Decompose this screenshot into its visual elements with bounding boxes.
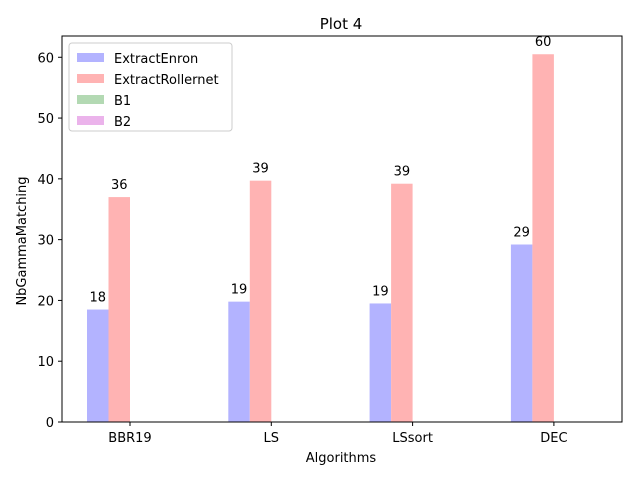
data-label: 29 bbox=[513, 226, 530, 241]
x-tick-label: DEC bbox=[540, 431, 567, 446]
data-label: 39 bbox=[394, 165, 411, 180]
data-label: 60 bbox=[535, 35, 552, 50]
bar-extractenron-dec bbox=[510, 244, 533, 422]
data-label: 36 bbox=[111, 178, 128, 193]
bar-extractrollernet-ls bbox=[249, 180, 272, 422]
legend: ExtractEnron ExtractRollernet B1 B2 bbox=[68, 42, 233, 132]
data-label: 18 bbox=[89, 291, 106, 306]
bar-extractenron-lssort bbox=[369, 303, 392, 422]
x-axis-label: Algorithms bbox=[306, 451, 377, 466]
y-tick-label: 0 bbox=[46, 416, 54, 431]
x-tick-label: LS bbox=[264, 431, 280, 446]
y-tick-label: 30 bbox=[37, 234, 54, 249]
y-tick-label: 20 bbox=[37, 294, 54, 309]
legend-swatch bbox=[77, 74, 104, 83]
y-tick-label: 60 bbox=[37, 51, 54, 66]
data-label: 19 bbox=[231, 283, 248, 298]
legend-entry-label: B2 bbox=[114, 115, 131, 130]
y-tick-label: 10 bbox=[37, 355, 54, 370]
y-axis-label: NbGammaMatching bbox=[15, 176, 30, 305]
legend-entry-label: B1 bbox=[114, 94, 131, 109]
legend-entry-label: ExtractEnron bbox=[114, 52, 198, 67]
bar-extractenron-bbr19 bbox=[87, 309, 109, 422]
x-tick-label: BBR19 bbox=[108, 431, 151, 446]
legend-swatch bbox=[77, 95, 104, 104]
bar-extractrollernet-bbr19 bbox=[108, 197, 130, 422]
legend-entry-label: ExtractRollernet bbox=[114, 73, 219, 88]
plot-area: 18 19 19 29 36 39 39 60 bbox=[87, 35, 554, 423]
bar-extractrollernet-dec bbox=[532, 54, 554, 423]
plot-frame bbox=[61, 35, 623, 423]
bar-extractrollernet-lssort bbox=[391, 183, 413, 422]
x-tick-label: LSsort bbox=[392, 431, 433, 446]
legend-box bbox=[68, 42, 233, 132]
y-tick-label: 50 bbox=[37, 112, 54, 127]
bar-extractenron-ls bbox=[228, 301, 250, 422]
legend-swatch bbox=[77, 116, 104, 125]
data-label: 39 bbox=[252, 162, 269, 177]
data-label: 19 bbox=[372, 284, 389, 299]
y-tick-label: 40 bbox=[37, 173, 54, 188]
axes: 0 10 20 30 40 50 60 BBR19 LS LSsort DEC bbox=[37, 35, 623, 446]
chart-title: Plot 4 bbox=[320, 15, 363, 33]
legend-swatch bbox=[77, 53, 104, 62]
